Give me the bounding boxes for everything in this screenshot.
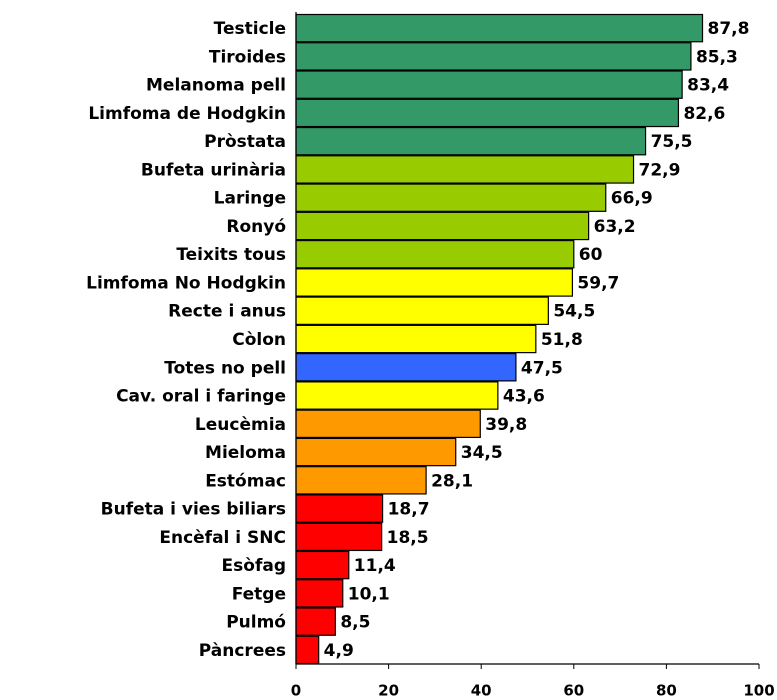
value-label: 85,3 <box>696 47 738 67</box>
bar <box>295 550 350 580</box>
value-label: 47,5 <box>521 358 563 378</box>
value-label: 54,5 <box>553 302 595 322</box>
x-tick-label: 60 <box>563 682 584 700</box>
bar <box>295 98 680 128</box>
bar <box>295 268 574 297</box>
y-tick-label: Mieloma <box>205 443 286 463</box>
value-label: 18,7 <box>388 500 430 520</box>
value-label: 34,5 <box>461 443 503 463</box>
x-tick-label: 80 <box>656 682 677 700</box>
value-label: 39,8 <box>485 415 527 435</box>
y-tick-label: Encèfal i SNC <box>159 528 286 548</box>
value-label: 28,1 <box>431 471 473 491</box>
bar <box>295 466 427 495</box>
bar <box>295 126 647 156</box>
value-label: 83,4 <box>687 76 729 96</box>
value-label: 11,4 <box>354 556 396 576</box>
value-label: 8,5 <box>340 613 370 633</box>
x-tick-label: 0 <box>291 682 301 700</box>
y-tick-label: Testicle <box>214 19 286 39</box>
bar <box>295 437 457 467</box>
value-label: 75,5 <box>651 132 693 152</box>
value-label: 60 <box>579 245 603 265</box>
bar <box>295 42 692 71</box>
value-label: 43,6 <box>503 387 545 407</box>
value-label: 66,9 <box>611 189 653 209</box>
y-tick-label: Leucèmia <box>195 415 286 435</box>
y-tick-label: Pàncrees <box>199 641 286 661</box>
y-tick-label: Teixits tous <box>176 245 286 265</box>
y-tick-label: Pulmó <box>226 613 286 633</box>
value-label: 63,2 <box>594 217 636 237</box>
y-tick-label: Bufeta urinària <box>141 160 286 180</box>
bar <box>295 155 635 184</box>
y-tick-label: Laringe <box>214 189 286 209</box>
y-tick-label: Cav. oral i faringe <box>116 387 286 407</box>
bar <box>295 70 683 99</box>
y-tick-label: Melanoma pell <box>146 76 286 96</box>
y-tick-label: Esòfag <box>222 556 286 576</box>
x-tick-label: 20 <box>378 682 399 700</box>
y-tick-label: Limfoma No Hodgkin <box>86 273 286 293</box>
y-tick-label: Estómac <box>205 471 286 491</box>
bar <box>295 579 344 608</box>
value-label: 18,5 <box>387 528 429 548</box>
bar <box>295 239 575 269</box>
bar <box>295 607 336 636</box>
x-tick-label: 100 <box>743 682 774 700</box>
bar <box>295 324 537 354</box>
y-tick-label: Bufeta i vies biliars <box>101 500 286 520</box>
x-tick-label: 40 <box>471 682 492 700</box>
value-label: 82,6 <box>683 104 725 124</box>
y-tick-label: Tiroides <box>209 47 286 67</box>
bar <box>295 353 517 382</box>
bar <box>295 522 383 552</box>
y-tick-label: Limfoma de Hodgkin <box>88 104 286 124</box>
value-label: 72,9 <box>639 160 681 180</box>
bar <box>295 635 320 665</box>
y-tick-label: Pròstata <box>204 132 286 152</box>
value-label: 4,9 <box>324 641 354 661</box>
bar <box>295 13 704 43</box>
bar <box>295 296 549 325</box>
bar <box>295 494 384 523</box>
y-tick-label: Recte i anus <box>168 302 286 322</box>
bar <box>295 211 590 241</box>
value-label: 59,7 <box>577 273 619 293</box>
y-tick-label: Còlon <box>232 330 286 350</box>
bar <box>295 409 481 439</box>
value-label: 51,8 <box>541 330 583 350</box>
bar <box>295 381 499 410</box>
bar <box>295 183 607 212</box>
y-tick-label: Fetge <box>232 584 286 604</box>
value-label: 87,8 <box>708 19 750 39</box>
y-tick-label: Ronyó <box>226 217 286 237</box>
value-label: 10,1 <box>348 584 390 604</box>
y-tick-label: Totes no pell <box>164 358 286 378</box>
